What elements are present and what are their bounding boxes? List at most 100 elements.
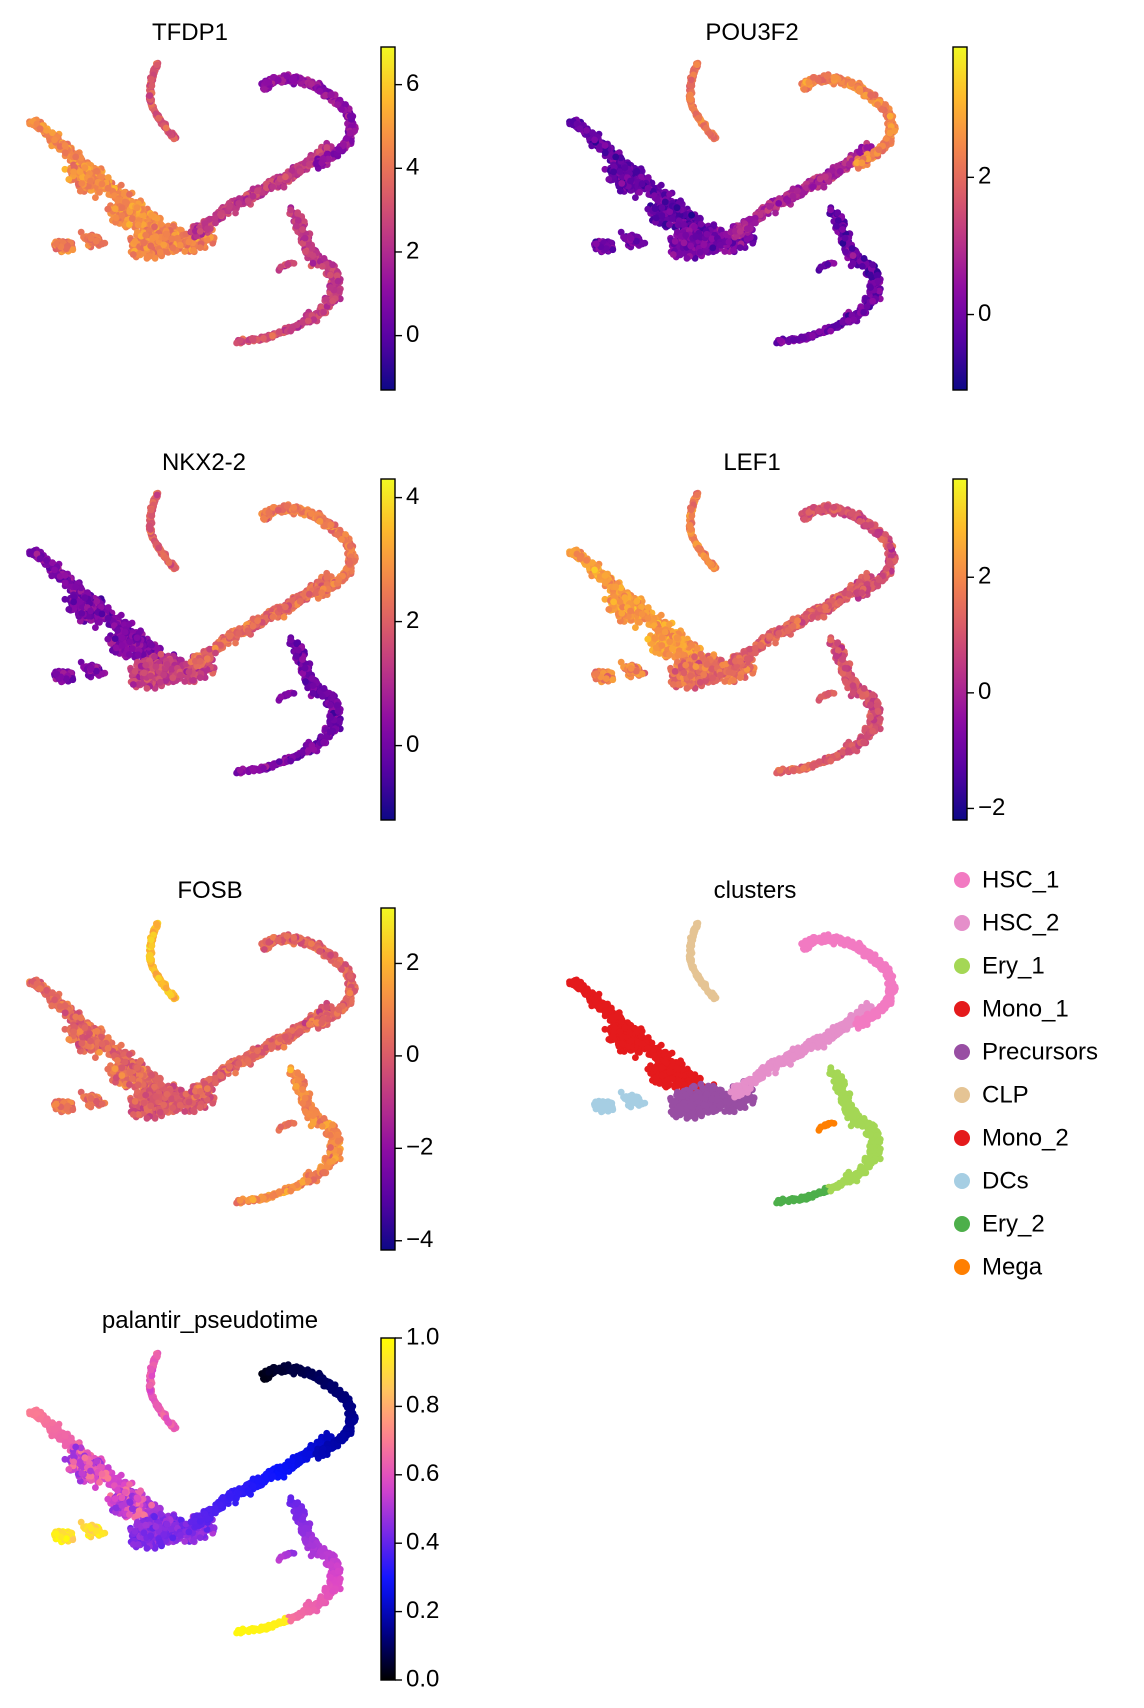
cell-point	[78, 179, 86, 187]
cell-point	[703, 230, 711, 238]
cell-point	[346, 112, 354, 120]
cell-point	[612, 153, 620, 161]
cell-point	[126, 191, 133, 198]
cell-point	[335, 146, 343, 154]
cell-point	[118, 212, 126, 219]
cell-point	[671, 238, 679, 245]
cell-point	[346, 129, 354, 137]
cell-point	[591, 136, 598, 144]
cell-point	[274, 76, 282, 84]
cell-point	[284, 261, 291, 268]
cell-point	[610, 168, 617, 176]
cell-point	[725, 238, 733, 246]
cell-point	[114, 197, 121, 204]
cell-point	[97, 173, 105, 181]
cell-point	[169, 244, 177, 252]
cell-point	[287, 206, 294, 214]
cell-point	[601, 149, 609, 157]
cell-point	[131, 238, 139, 245]
cell-point	[153, 61, 161, 69]
cell-point	[104, 184, 112, 192]
cell-point	[65, 176, 73, 183]
cell-point	[232, 209, 239, 217]
cell-point	[96, 188, 103, 196]
cell-point	[147, 242, 155, 250]
cell-point	[605, 176, 613, 183]
cell-point	[185, 238, 193, 246]
cell-point	[318, 263, 326, 270]
cell-point	[235, 200, 243, 207]
cell-point	[784, 197, 792, 205]
cell-point	[316, 87, 324, 95]
cell-point	[142, 231, 150, 239]
cell-point	[196, 244, 204, 252]
cell-point	[143, 255, 151, 262]
cell-point	[809, 183, 817, 191]
cell-point	[692, 233, 700, 241]
cell-point	[633, 167, 641, 175]
cell-point	[117, 181, 125, 189]
cell-point	[680, 239, 688, 247]
cell-point	[666, 221, 673, 228]
cell-point	[61, 165, 69, 173]
cell-point	[277, 263, 285, 271]
cell-point	[280, 183, 288, 191]
cell-point	[81, 164, 89, 172]
cell-point	[269, 183, 277, 191]
cell-point	[666, 191, 673, 198]
cell-point	[282, 173, 289, 181]
cell-point	[163, 230, 171, 238]
cell-point	[822, 173, 829, 181]
cell-point	[203, 225, 211, 233]
cell-point	[687, 242, 695, 250]
cell-point	[696, 248, 704, 256]
cell-point	[601, 142, 609, 149]
scatter-points	[566, 59, 899, 347]
cell-point	[98, 240, 106, 248]
cell-point	[148, 82, 156, 90]
cell-point	[133, 204, 141, 212]
cell-point	[52, 240, 60, 248]
cell-point	[87, 177, 94, 185]
cell-point	[294, 217, 302, 224]
cell-point	[157, 220, 165, 228]
cell-point	[836, 168, 844, 175]
cell-point	[260, 334, 267, 342]
cell-point	[673, 204, 681, 212]
cell-point	[309, 259, 317, 267]
cell-point	[327, 91, 334, 99]
cell-point	[686, 92, 694, 99]
cell-point	[320, 255, 328, 262]
cell-point	[72, 153, 80, 161]
cell-point	[323, 144, 331, 151]
cell-point	[87, 235, 95, 242]
cell-point	[651, 205, 659, 213]
cell-point	[249, 336, 257, 344]
cell-point	[156, 248, 164, 256]
cell-point	[244, 197, 252, 205]
cell-point	[77, 154, 85, 162]
cell-point	[658, 204, 666, 212]
cell-point	[61, 149, 69, 157]
cell-point	[583, 126, 590, 134]
cell-point	[155, 114, 163, 122]
cell-point	[140, 239, 148, 247]
cell-point	[111, 205, 119, 213]
cell-point	[775, 200, 783, 207]
cell-point	[621, 164, 629, 172]
cell-point	[766, 203, 773, 210]
cell-point	[592, 240, 600, 248]
cell-point	[153, 215, 161, 222]
cell-point	[306, 160, 313, 168]
cell-point	[152, 233, 160, 241]
cell-point	[846, 160, 853, 168]
cell-point	[254, 187, 261, 195]
cell-point	[287, 327, 295, 335]
cell-point	[627, 235, 635, 242]
cell-point	[146, 92, 154, 99]
cell-point	[147, 76, 155, 84]
cell-point	[638, 240, 646, 248]
